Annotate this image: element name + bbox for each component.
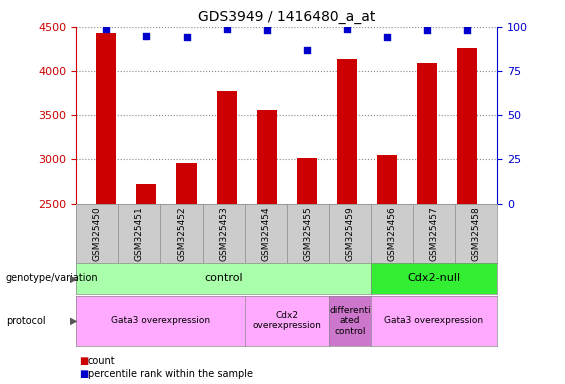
Bar [377,155,397,384]
Bar [257,110,277,384]
Text: Cdx2-null: Cdx2-null [407,273,460,283]
Text: ▶: ▶ [69,273,77,283]
Bar [96,33,116,384]
Text: GSM325451: GSM325451 [135,206,144,261]
Text: count: count [88,356,115,366]
Point [262,27,271,33]
Bar [297,159,317,384]
Text: GSM325452: GSM325452 [177,206,186,261]
Text: ■: ■ [79,369,88,379]
Point [222,26,231,32]
Point [302,47,311,53]
Text: Gata3 overexpression: Gata3 overexpression [385,316,484,325]
Bar [216,91,237,384]
Text: GSM325456: GSM325456 [388,206,397,261]
Point [182,35,191,41]
Text: GSM325450: GSM325450 [93,206,102,261]
Text: GSM325455: GSM325455 [303,206,312,261]
Text: protocol: protocol [6,316,45,326]
Text: Gata3 overexpression: Gata3 overexpression [111,316,210,325]
Point [342,26,351,32]
Point [142,33,151,39]
Text: percentile rank within the sample: percentile rank within the sample [88,369,253,379]
Text: GSM325457: GSM325457 [429,206,438,261]
Point [423,27,432,33]
Text: GSM325459: GSM325459 [345,206,354,261]
Bar [136,184,157,384]
Text: control: control [205,273,243,283]
Bar [457,48,477,384]
Text: ■: ■ [79,356,88,366]
Point [463,27,472,33]
Text: Cdx2
overexpression: Cdx2 overexpression [253,311,321,330]
Title: GDS3949 / 1416480_a_at: GDS3949 / 1416480_a_at [198,10,375,25]
Text: differenti
ated
control: differenti ated control [329,306,371,336]
Text: ▶: ▶ [69,316,77,326]
Point [102,26,111,32]
Text: GSM325458: GSM325458 [472,206,481,261]
Point [383,35,392,41]
Bar [176,163,197,384]
Text: GSM325453: GSM325453 [219,206,228,261]
Bar [337,59,357,384]
Text: genotype/variation: genotype/variation [6,273,98,283]
Bar [417,63,437,384]
Text: GSM325454: GSM325454 [261,206,270,261]
